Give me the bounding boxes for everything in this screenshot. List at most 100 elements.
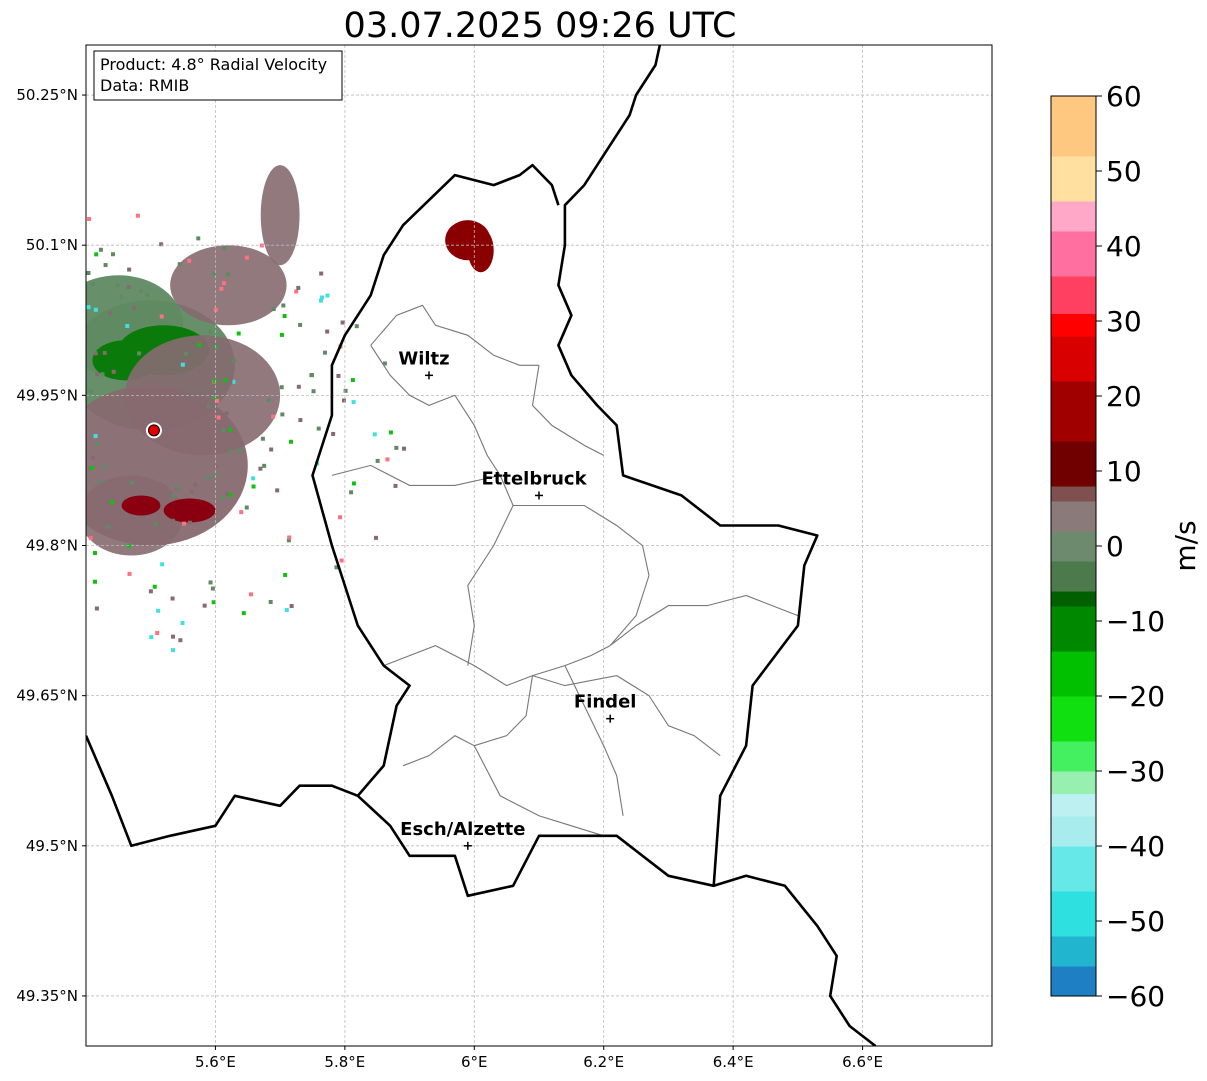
echo-speckle [189,489,194,494]
echo-speckle [98,247,103,252]
echo-speckle [12,304,16,308]
echo-speckle [223,378,228,383]
echo-speckle [298,418,303,423]
echo-speckle [215,366,220,371]
echo-speckle [0,449,3,453]
echo-speckle [13,482,17,486]
echo-speckle [18,380,22,384]
echo-speckle [93,307,98,312]
lon-tick-label: 5.6°E [195,1053,236,1071]
echo-speckle [160,562,165,567]
echo-speckle [251,476,256,481]
echo-speckle [0,416,3,420]
city-label: Ettelbruck [481,468,587,489]
echo-speckle [215,398,220,403]
national-border [86,735,359,848]
echo-speckle [212,271,217,276]
commune-boundary [531,365,604,456]
echo-speckle [25,298,29,302]
echo-speckle [98,479,103,484]
echo-speckle [349,490,354,495]
lat-tick-label: 49.65°N [16,687,78,705]
city-markers: Wiltz Ettelbruck Findel Esch/Alzette [398,348,637,850]
echo-speckle [78,520,82,524]
echo-speckle [298,322,303,327]
echo-speckle [394,445,399,450]
echo-speckle [294,289,299,294]
echo-speckle [156,608,161,613]
echo-speckle [393,483,398,488]
echo-speckle [1,270,5,274]
echo-speckle [251,484,256,489]
lon-tick-label: 6°E [461,1053,488,1071]
echo-speckle [184,351,189,356]
lat-tick-label: 49.8°N [26,537,78,555]
echo-speckle [279,385,284,390]
echo-speckle [70,487,74,491]
echo-speckle [334,565,339,570]
echo-speckle [88,536,93,541]
echo-speckle [159,314,164,319]
echo-speckle [43,506,47,510]
echo-speckle [111,369,116,374]
echo-speckle [197,368,202,373]
echo-speckle [57,591,61,595]
echo-speckle [289,603,294,608]
echo-speckle [94,606,99,611]
echo-speckle [180,620,185,625]
echo-speckle [318,298,323,303]
echo-speckle [210,586,215,591]
echo-speckle [202,603,207,608]
echo-speckle [288,439,293,444]
echo-speckle [76,460,80,464]
commune-boundary [473,745,604,837]
lat-tick-label: 50.1°N [26,236,78,254]
echo-speckle [92,551,97,556]
echo-speckle [322,350,327,355]
echo-speckle [214,464,219,469]
city-label: Findel [574,692,637,713]
echo-speckle [269,447,274,452]
echo-speckle [66,331,70,335]
echo-speckle [219,496,224,501]
radar-echo [86,475,184,556]
echo-speckle [93,434,98,439]
echo-speckle [237,448,242,453]
echo-speckle [159,242,164,247]
latitude-ticks: 49.35°N 49.5°N 49.65°N 49.8°N 49.95°N 50.1°N 5… [16,86,86,1005]
echo-speckle [75,618,79,622]
commune-boundary [467,505,514,666]
echo-speckle [145,292,150,297]
echo-speckle [244,255,249,260]
echo-speckle [275,488,280,493]
echo-speckle [325,329,330,334]
echo-speckle [73,331,77,335]
commune-boundaries [331,304,799,837]
echo-speckle [90,465,95,470]
echo-speckle [95,441,100,446]
echo-speckle [100,372,105,377]
echo-speckle [228,380,233,385]
map-title: 03.07.2025 09:26 UTC [343,6,737,46]
echo-speckle [221,281,226,286]
radar-echo [170,245,287,326]
echo-speckle [76,370,80,374]
echo-speckle [109,500,114,505]
echo-speckle [149,635,154,640]
echo-speckle [39,320,43,324]
commune-boundary [331,464,501,486]
commune-boundary [370,345,501,476]
echo-speckle [126,544,131,549]
echo-speckle [225,491,230,496]
echo-speckle [152,584,157,589]
echo-speckle [93,351,98,356]
echo-speckle [222,246,227,251]
echo-speckle [232,358,237,363]
echo-speckle [148,589,153,594]
echo-speckle [231,379,236,384]
city-marker: Ettelbruck [481,468,588,500]
echo-speckle [382,361,387,366]
echo-speckle [211,395,216,400]
city-label: Esch/Alzette [400,819,525,840]
echo-speckle [87,466,92,471]
